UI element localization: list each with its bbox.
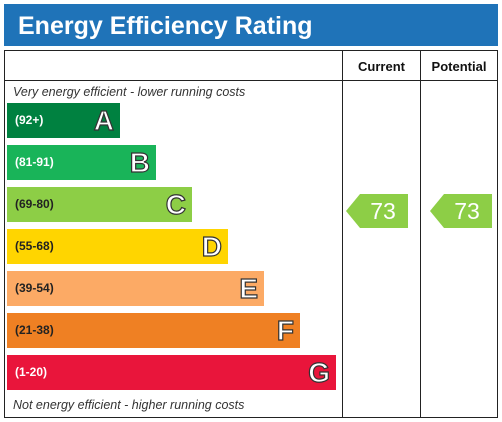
band-g: (1-20) G [7, 355, 336, 390]
band-range-label: (92+) [15, 113, 44, 127]
band-letter: D [201, 230, 222, 262]
band-range-label: (39-54) [15, 281, 54, 295]
current-rating-arrow: 73 [346, 194, 408, 228]
band-letter: B [129, 146, 150, 178]
potential-rating-value: 73 [454, 198, 480, 224]
chart-title: Energy Efficiency Rating [18, 12, 313, 40]
column-divider [342, 51, 343, 417]
band-range-label: (55-68) [15, 239, 54, 253]
band-f: (21-38) F [7, 313, 300, 348]
band-range-label: (69-80) [15, 197, 54, 211]
band-letter: C [165, 188, 186, 220]
band-d: (55-68) D [7, 229, 228, 264]
band-letter: E [239, 272, 259, 304]
current-arrow-shape [346, 194, 408, 228]
rating-header: Energy Efficiency Rating [4, 4, 498, 46]
top-note: Very energy efficient - lower running co… [13, 85, 246, 99]
band-range-label: (1-20) [15, 365, 48, 379]
band-e: (39-54) E [7, 271, 264, 306]
band-letter: A [93, 104, 114, 136]
band-letter: F [276, 314, 294, 346]
band-letter: G [308, 356, 331, 388]
band-range-label: (81-91) [15, 155, 54, 169]
potential-rating-arrow: 73 [430, 194, 492, 228]
potential-arrow-shape [430, 194, 492, 228]
column-divider [420, 51, 421, 417]
header-divider [5, 80, 497, 81]
band-a: (92+) A [7, 103, 120, 138]
bottom-note: Not energy efficient - higher running co… [13, 398, 245, 412]
band-b: (81-91) B [7, 145, 156, 180]
current-rating-value: 73 [370, 198, 396, 224]
rating-table: Current Potential Very energy efficient … [4, 50, 498, 418]
current-column-header: Current [358, 59, 405, 74]
band-c: (69-80) C [7, 187, 192, 222]
potential-column-header: Potential [431, 59, 487, 74]
band-range-label: (21-38) [15, 323, 54, 337]
